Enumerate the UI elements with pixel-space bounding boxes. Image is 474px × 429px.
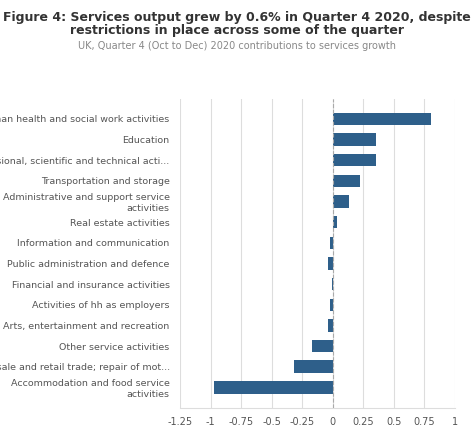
Text: restrictions in place across some of the quarter: restrictions in place across some of the…	[70, 24, 404, 36]
Bar	[214, 381, 333, 393]
Bar	[330, 299, 333, 311]
Text: UK, Quarter 4 (Oct to Dec) 2020 contributions to services growth: UK, Quarter 4 (Oct to Dec) 2020 contribu…	[78, 41, 396, 51]
Bar	[332, 278, 333, 290]
Bar	[328, 319, 333, 332]
Bar	[333, 175, 360, 187]
Bar	[294, 360, 333, 373]
Bar	[333, 195, 349, 208]
Bar	[333, 113, 430, 125]
Bar	[333, 154, 375, 166]
Bar	[330, 236, 333, 249]
Bar	[328, 257, 333, 270]
Bar	[333, 216, 337, 228]
Bar	[333, 133, 375, 146]
Text: Figure 4: Services output grew by 0.6% in Quarter 4 2020, despite: Figure 4: Services output grew by 0.6% i…	[3, 11, 471, 24]
Bar	[312, 340, 333, 352]
